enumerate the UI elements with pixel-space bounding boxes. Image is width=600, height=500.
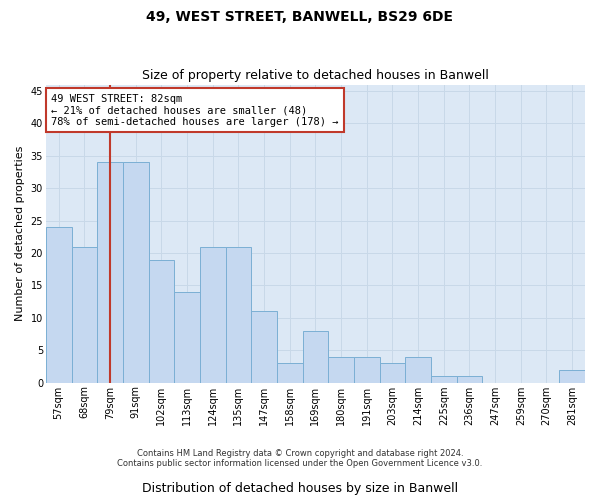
Bar	[149, 260, 174, 382]
Bar	[71, 246, 97, 382]
Bar	[559, 370, 585, 382]
Text: Contains public sector information licensed under the Open Government Licence v3: Contains public sector information licen…	[118, 458, 482, 468]
Bar	[302, 331, 328, 382]
Text: Distribution of detached houses by size in Banwell: Distribution of detached houses by size …	[142, 482, 458, 495]
Bar	[328, 357, 354, 382]
Title: Size of property relative to detached houses in Banwell: Size of property relative to detached ho…	[142, 69, 489, 82]
Bar	[405, 357, 431, 382]
Bar	[174, 292, 200, 382]
Bar	[200, 246, 226, 382]
Bar	[431, 376, 457, 382]
Text: Contains HM Land Registry data © Crown copyright and database right 2024.: Contains HM Land Registry data © Crown c…	[137, 448, 463, 458]
Bar	[97, 162, 123, 382]
Text: 49 WEST STREET: 82sqm
← 21% of detached houses are smaller (48)
78% of semi-deta: 49 WEST STREET: 82sqm ← 21% of detached …	[51, 94, 339, 126]
Bar	[46, 227, 71, 382]
Bar	[457, 376, 482, 382]
Bar	[226, 246, 251, 382]
Bar	[380, 364, 405, 382]
Bar	[277, 364, 302, 382]
Bar	[251, 312, 277, 382]
Text: 49, WEST STREET, BANWELL, BS29 6DE: 49, WEST STREET, BANWELL, BS29 6DE	[146, 10, 454, 24]
Bar	[354, 357, 380, 382]
Y-axis label: Number of detached properties: Number of detached properties	[15, 146, 25, 322]
Bar	[123, 162, 149, 382]
